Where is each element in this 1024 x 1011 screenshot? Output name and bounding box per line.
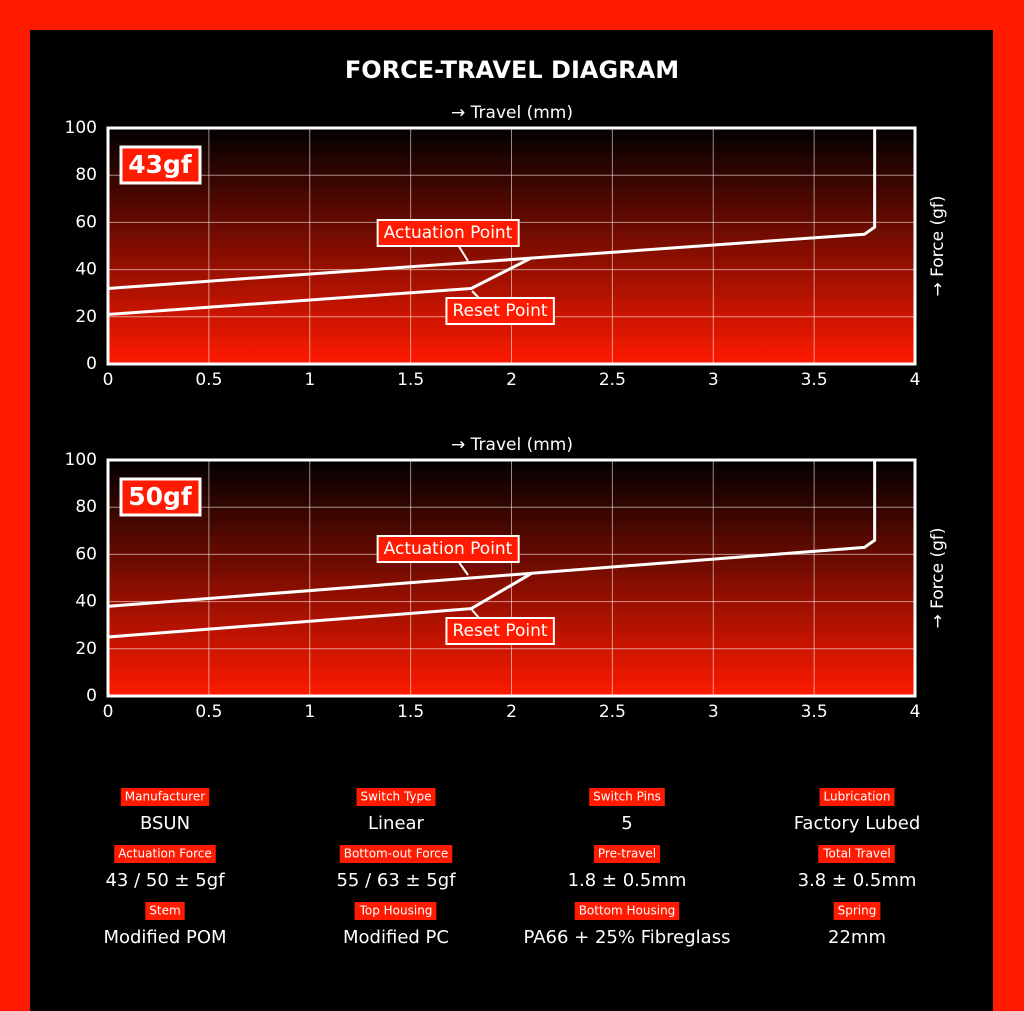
spec-label-box [574,902,680,920]
spec-label-box [819,788,895,806]
spec-value: Modified POM [103,927,226,948]
force-curve [107,571,533,639]
x-tick-label: 0.5 [195,702,222,722]
x-tick-label: 3.5 [801,702,828,722]
annotation-pointer [457,244,469,262]
title: FORCE-TRAVEL DIAGRAM [345,56,679,84]
y-tick-label: 0 [86,686,97,706]
spec-label: Stem [149,904,180,918]
x-tick-label: 3.5 [801,370,828,390]
spec-label-box [354,902,437,920]
spec-value: 55 / 63 ± 5gf [336,870,456,891]
x-tick-label: 2.5 [599,702,626,722]
spec-label: Spring [838,904,877,918]
spec-label: Manufacturer [125,790,205,804]
spec-label-box [356,788,436,806]
spec-value: Linear [368,813,425,834]
spec-value: 43 / 50 ± 5gf [105,870,225,891]
spec-label-box [120,788,210,806]
x-tick-label: 4 [910,370,921,390]
y-tick-label: 40 [75,592,97,612]
spec-label: Switch Type [360,790,431,804]
spec-label: Actuation Force [118,847,212,861]
badge: 50gf [128,482,193,511]
spec-value: 5 [621,813,632,834]
plot-frame [106,458,917,698]
spec-label-box [114,845,216,863]
spec-label: Switch Pins [593,790,661,804]
x-tick-label: 0 [103,370,114,390]
series-label: Reset Point [452,301,547,321]
x-tick-label: 0.5 [195,370,222,390]
y-tick-label: 80 [75,497,97,517]
y-axis-label: → Force (gf) [928,527,948,628]
annotation-box [445,617,555,645]
y-axis-label: → Force (gf) [928,195,948,296]
force-curve [107,256,533,316]
x-tick-label: 3 [708,370,719,390]
x-tick-label: 2 [506,702,517,722]
y-tick-label: 40 [75,260,97,280]
y-tick-label: 0 [86,354,97,374]
x-axis-label: → Travel (mm) [451,435,573,455]
annotation-pointer [457,560,469,576]
x-tick-label: 2.5 [599,370,626,390]
x-tick-label: 1 [304,702,315,722]
x-tick-label: 2 [506,370,517,390]
series-label: Actuation Point [384,223,513,243]
spec-label: Top Housing [359,904,433,918]
spec-label-box [145,902,185,920]
spec-label: Bottom-out Force [344,847,449,861]
spec-value: 3.8 ± 0.5mm [798,870,917,891]
y-tick-label: 20 [75,639,97,659]
spec-value: 1.8 ± 0.5mm [568,870,687,891]
spec-label-box [339,845,453,863]
series-label: Actuation Point [384,539,513,559]
annotation-box [376,535,520,563]
y-tick-label: 80 [75,165,97,185]
badge-box [119,477,202,517]
y-tick-label: 100 [65,118,97,138]
x-tick-label: 1 [304,370,315,390]
spec-label-box [589,788,665,806]
x-tick-label: 3 [708,702,719,722]
x-axis-label: → Travel (mm) [451,103,573,123]
annotation-box [445,297,555,325]
spec-value: 22mm [828,927,886,948]
y-tick-label: 100 [65,450,97,470]
force-curve [107,460,877,608]
spec-label: Pre-travel [598,847,656,861]
spec-label-box [833,902,881,920]
y-tick-label: 60 [75,212,97,232]
badge: 43gf [128,150,193,179]
annotation-box [376,219,520,247]
x-tick-label: 4 [910,702,921,722]
badge-box [119,145,202,185]
x-tick-label: 1.5 [397,370,424,390]
y-tick-label: 60 [75,544,97,564]
spec-value: Factory Lubed [794,813,921,834]
spec-label: Bottom Housing [579,904,676,918]
spec-label: Total Travel [822,847,891,861]
spec-label-box [593,845,661,863]
plot-frame [106,126,917,366]
force-curve [107,128,877,290]
spec-label: Lubrication [824,790,891,804]
x-tick-label: 0 [103,702,114,722]
spec-value: Modified PC [343,927,449,948]
series-label: Reset Point [452,621,547,641]
spec-value: PA66 + 25% Fibreglass [524,927,731,948]
spec-value: BSUN [140,813,190,834]
spec-label-box [818,845,895,863]
x-tick-label: 1.5 [397,702,424,722]
y-tick-label: 20 [75,307,97,327]
